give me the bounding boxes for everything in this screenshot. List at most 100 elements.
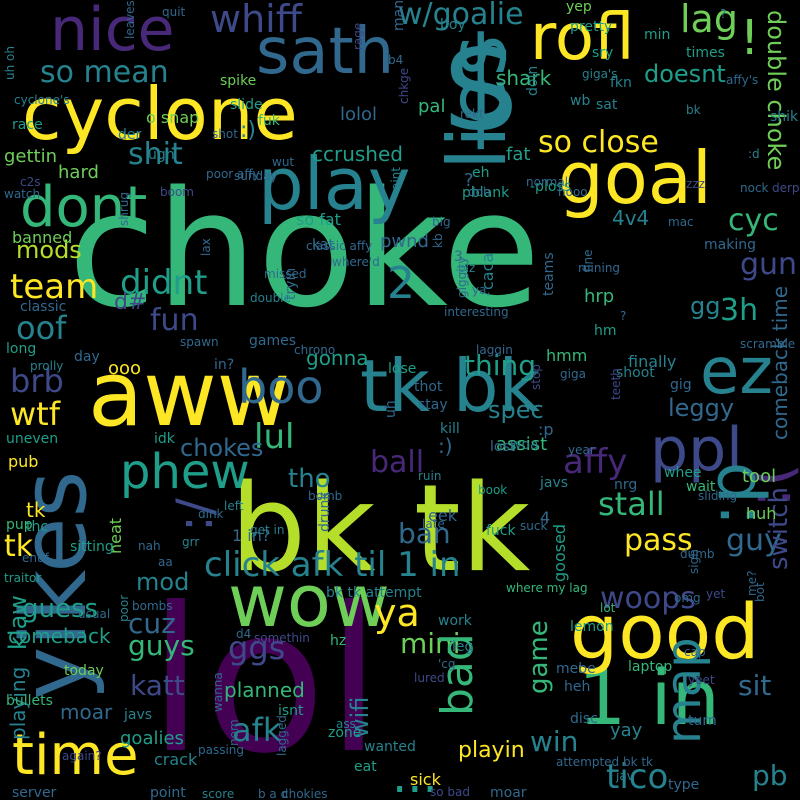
- cloud-word: good: [570, 587, 760, 676]
- cloud-word: times: [686, 45, 725, 61]
- cloud-word: server: [12, 785, 57, 800]
- cloud-word: so bad: [430, 785, 470, 799]
- cloud-word: wut: [272, 155, 295, 169]
- cloud-word: klaw: [4, 595, 32, 650]
- cloud-word: zzz: [686, 177, 705, 191]
- cloud-word: bk tk: [230, 460, 531, 599]
- cloud-word: uneven: [6, 431, 59, 447]
- cloud-word: me?: [745, 570, 759, 596]
- cloud-word: isnt: [278, 703, 304, 719]
- cloud-word: 4v4: [612, 206, 650, 230]
- cloud-word: mods: [16, 236, 82, 264]
- cloud-word: derp: [772, 181, 800, 195]
- cloud-word: ?: [720, 7, 727, 21]
- cloud-word: team: [10, 267, 99, 307]
- cloud-word: bombs: [132, 599, 173, 613]
- cloud-word: shrug: [117, 191, 131, 226]
- cloud-word: suck: [520, 519, 548, 533]
- cloud-word: 4: [540, 508, 551, 527]
- cloud-word: guy: [726, 523, 782, 558]
- cloud-word: classic affy: [306, 239, 373, 253]
- cloud-word: book: [478, 483, 508, 497]
- cloud-word: shik: [770, 109, 799, 125]
- cloud-word: lost: [490, 439, 516, 455]
- cloud-word: katt: [130, 669, 185, 702]
- cloud-word: score: [202, 787, 235, 800]
- cloud-word: slide: [230, 97, 263, 113]
- cloud-word: :p: [538, 420, 554, 439]
- cloud-word: prolly: [30, 359, 64, 373]
- cloud-word: grr: [182, 535, 200, 549]
- cloud-word: choke: [68, 156, 541, 343]
- cloud-word: sry: [592, 45, 614, 61]
- cloud-word: gg: [690, 292, 721, 320]
- cloud-word: stall: [598, 485, 665, 523]
- cloud-word: plz: [458, 261, 476, 275]
- cloud-word: d#: [114, 290, 147, 315]
- cloud-word: giga: [560, 367, 586, 381]
- cloud-word: banned: [12, 228, 73, 247]
- cloud-word: hmm: [546, 346, 588, 365]
- cloud-word: der: [118, 127, 142, 143]
- cloud-word: mac: [668, 215, 694, 229]
- cloud-word: min: [644, 27, 671, 43]
- cloud-word: hrp: [584, 286, 615, 307]
- cloud-word: hm: [594, 323, 617, 339]
- cloud-word: laggin: [476, 343, 513, 357]
- cloud-word: today: [64, 663, 104, 679]
- cloud-word: usual: [78, 607, 111, 621]
- cloud-word: ggs: [228, 629, 286, 667]
- cloud-word: ccrushed: [312, 142, 403, 166]
- cloud-word: day: [74, 349, 100, 365]
- cloud-word: mini: [400, 627, 461, 660]
- cloud-word: sit: [738, 669, 772, 702]
- cloud-word: watch: [4, 187, 41, 201]
- cloud-word: game: [524, 620, 554, 694]
- cloud-word: lured: [414, 671, 445, 685]
- cloud-word: wb: [570, 93, 591, 109]
- cloud-word: lul: [254, 417, 295, 457]
- cloud-word: bk tk attempt: [326, 585, 422, 601]
- cloud-word: idk: [154, 431, 175, 447]
- cloud-word: eek: [428, 506, 457, 525]
- cloud-word: comeback: [8, 624, 111, 648]
- cloud-word: bomb: [308, 489, 343, 503]
- cloud-word: tho: [288, 464, 331, 494]
- cloud-word: finally: [628, 352, 677, 371]
- cloud-word: ...: [392, 748, 438, 800]
- cloud-word: goalies: [120, 728, 184, 749]
- cloud-word: spike: [220, 73, 257, 89]
- cloud-word: planned: [224, 678, 305, 702]
- cloud-word: thot: [414, 379, 443, 395]
- cloud-word: boy: [440, 17, 466, 33]
- cloud-word: so fat: [296, 210, 341, 229]
- cloud-word: huh: [746, 504, 777, 523]
- cloud-word: cap: [684, 645, 706, 659]
- cloud-word: chrono: [294, 343, 336, 357]
- cloud-word: pb: [752, 759, 788, 792]
- cloud-word: stop: [529, 364, 543, 390]
- cloud-word: left: [224, 499, 244, 513]
- cloud-word: wait: [686, 479, 716, 495]
- cloud-word: turn: [688, 713, 717, 729]
- cloud-word: ass: [336, 717, 356, 731]
- cloud-word: making: [704, 237, 756, 253]
- cloud-word: leggy: [668, 394, 735, 422]
- cloud-word: woa: [510, 437, 539, 453]
- cloud-word: pup: [6, 517, 33, 533]
- cloud-word: switch: [764, 486, 794, 570]
- cloud-word: spawn: [180, 335, 219, 349]
- cloud-word: goal: [558, 136, 712, 220]
- cloud-word: tk bk: [360, 344, 541, 428]
- cloud-word: long: [6, 341, 37, 357]
- cloud-word: 1 in?: [232, 526, 271, 545]
- cloud-word: teeth: [609, 368, 623, 400]
- cloud-word: hard: [58, 162, 99, 183]
- cloud-word: where'd: [332, 255, 380, 269]
- cloud-word: man: [391, 0, 407, 32]
- cloud-word: chkge: [397, 67, 411, 104]
- cloud-word: so mean: [40, 55, 169, 90]
- cloud-word: rofl: [530, 1, 635, 75]
- cloud-word: lag: [680, 0, 738, 41]
